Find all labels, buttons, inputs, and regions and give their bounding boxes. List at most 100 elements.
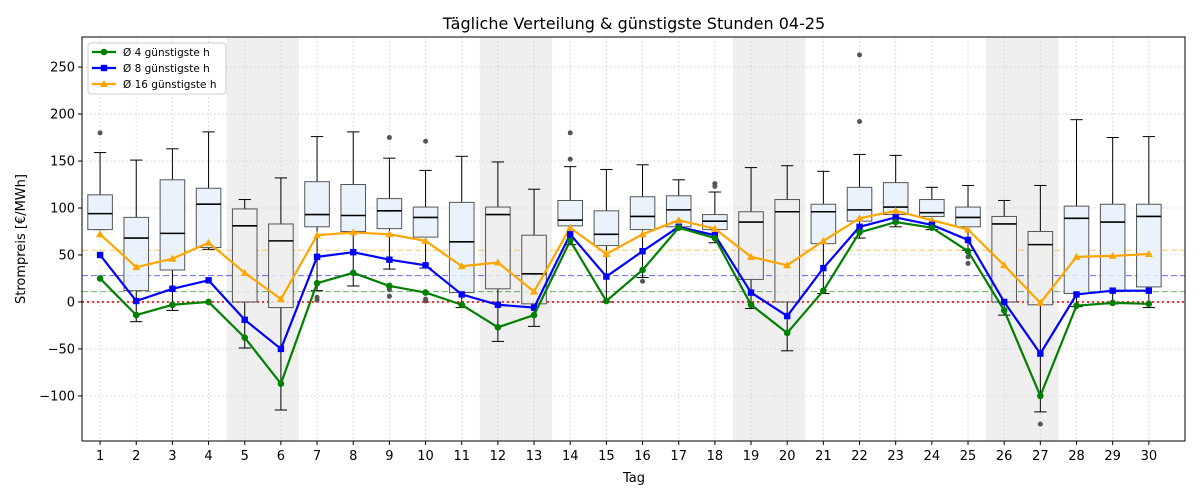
legend-entry: Ø 8 günstigste h	[92, 63, 210, 75]
series-point	[603, 297, 610, 305]
x-tick-label: 19	[743, 449, 760, 464]
series-point	[1000, 307, 1008, 314]
series-point	[964, 225, 973, 233]
series-point	[1037, 350, 1044, 357]
series-point	[856, 223, 863, 230]
x-tick-label: 5	[241, 449, 249, 464]
series-point	[277, 380, 285, 387]
series-point	[566, 237, 574, 245]
series-point	[1036, 298, 1045, 306]
series-point	[421, 236, 430, 244]
boxplot-day-1	[87, 130, 113, 231]
box-flier	[423, 138, 429, 144]
legend-marker	[100, 64, 108, 72]
series-circle	[96, 218, 1153, 400]
series-point	[855, 214, 864, 222]
box-iqr	[1099, 203, 1126, 293]
series-point	[891, 206, 900, 214]
box-flier	[386, 135, 392, 141]
line-series	[96, 206, 1153, 400]
box-iqr	[919, 199, 945, 217]
x-tick-label: 18	[707, 449, 724, 464]
x-tick-label: 3	[168, 449, 176, 464]
boxplot-day-29	[1099, 137, 1126, 305]
box-flier	[97, 130, 103, 136]
box-flier	[386, 293, 392, 299]
series-point	[240, 268, 249, 276]
legend-entry: Ø 4 günstigste h	[92, 47, 210, 59]
box-iqr	[485, 206, 511, 290]
plot-area-frame	[81, 36, 1186, 442]
series-point	[277, 345, 285, 353]
series-point	[133, 297, 140, 305]
series-point	[241, 334, 249, 341]
series-point	[386, 282, 393, 290]
boxplot-day-11	[448, 155, 475, 309]
series-point	[964, 236, 972, 244]
series-point	[639, 248, 646, 255]
series-point	[964, 247, 972, 255]
legend-label: Ø 16 günstigste h	[123, 79, 217, 91]
series-point	[530, 311, 538, 319]
boxplot-day-9	[376, 135, 403, 299]
legend-box	[87, 42, 227, 95]
series-point	[710, 224, 719, 232]
boxplot-day-19	[738, 167, 764, 310]
series-point	[783, 261, 792, 269]
series-point	[494, 324, 502, 331]
x-tick-label: 10	[417, 449, 434, 464]
x-tick-label: 11	[453, 449, 470, 464]
x-tick-label: 26	[996, 449, 1013, 464]
series-point	[494, 301, 502, 308]
series-point	[1109, 299, 1116, 307]
series-point	[602, 250, 611, 258]
series-point	[458, 301, 466, 309]
x-tick-label: 29	[1104, 449, 1121, 464]
x-tick-label: 2	[132, 449, 140, 464]
box-iqr	[593, 210, 620, 247]
series-point	[169, 285, 176, 292]
boxplot-day-15	[593, 168, 620, 303]
series-point	[1000, 261, 1009, 269]
x-tick-label: 12	[490, 449, 507, 464]
y-tick-label: 0	[67, 295, 75, 310]
x-tick-label: 27	[1032, 449, 1049, 464]
box-iqr	[557, 199, 584, 227]
box-flier	[712, 183, 718, 189]
series-point	[927, 216, 936, 224]
legend-label: Ø 8 günstigste h	[123, 63, 210, 75]
x-tick-label: 7	[313, 449, 321, 464]
series-point	[1144, 250, 1153, 258]
box-flier	[857, 119, 863, 125]
box-iqr	[448, 201, 475, 294]
box-iqr	[87, 194, 113, 231]
x-tick-label: 22	[851, 449, 868, 464]
series-point	[783, 312, 791, 320]
x-axis-label: Tag	[622, 471, 645, 486]
box-flier	[423, 298, 429, 304]
x-tick-label: 16	[634, 449, 651, 464]
series-point	[820, 287, 827, 294]
series-point	[747, 252, 756, 260]
series-point	[313, 279, 321, 287]
series-point	[638, 230, 647, 238]
series-point	[276, 295, 285, 303]
box-flier	[314, 297, 320, 303]
y-tick-label: 150	[50, 155, 75, 170]
y-tick-label: −100	[39, 389, 75, 404]
boxplot-day-5	[231, 199, 258, 349]
series-point	[313, 253, 321, 261]
box-flier	[567, 156, 573, 162]
box-iqr	[304, 181, 330, 228]
legend: Ø 4 günstigste h Ø 8 günstigste h Ø 16 gün…	[87, 42, 227, 95]
series-point	[530, 304, 538, 311]
box-iqr	[340, 184, 367, 232]
series-point	[567, 231, 574, 238]
series-point	[603, 273, 610, 280]
box-iqr	[412, 206, 439, 238]
y-axis-label: Strompreis [€/MWh]	[14, 174, 29, 304]
series-point	[349, 269, 357, 277]
